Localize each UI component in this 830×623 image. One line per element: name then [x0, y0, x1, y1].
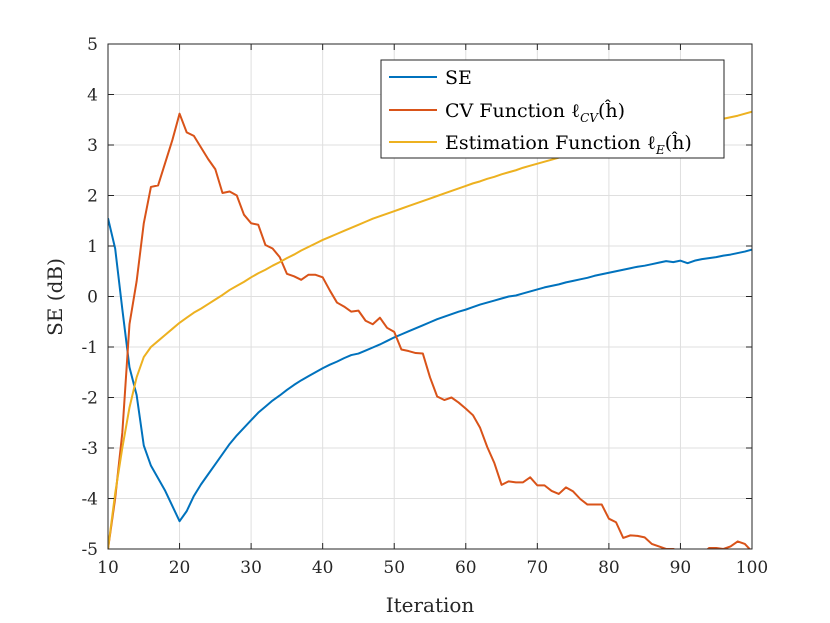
x-axis-label: Iteration: [386, 593, 475, 617]
x-tick-label: 80: [598, 558, 620, 578]
legend-label-est: Estimation Function ℓE(ĥ): [445, 131, 692, 157]
y-tick-label: 3: [87, 136, 98, 156]
x-tick-label: 50: [383, 558, 405, 578]
y-tick-label: 1: [87, 237, 98, 257]
x-tick-label: 10: [97, 558, 119, 578]
legend-box: [380, 59, 725, 159]
y-tick-label: -1: [81, 338, 98, 358]
legend-label-est-arg: (ĥ): [665, 131, 692, 154]
legend: SE CV Function ℓCV(ĥ) Estimation Functio…: [380, 59, 725, 159]
legend-label-cv-arg: (ĥ): [598, 99, 625, 122]
series-line-se: [108, 217, 752, 523]
x-tick-label: 70: [527, 558, 549, 578]
y-tick-label: -5: [81, 540, 98, 560]
x-tick-label: 20: [169, 558, 191, 578]
x-tick-label: 60: [455, 558, 477, 578]
y-axis-label: SE (dB): [43, 258, 67, 336]
legend-label-est-text: Estimation Function ℓ: [445, 132, 656, 154]
legend-label-cv: CV Function ℓCV(ĥ): [445, 99, 625, 125]
legend-label-cv-sub: CV: [580, 111, 599, 125]
y-tick-label: -2: [81, 389, 98, 409]
y-tick-label: 2: [87, 187, 98, 207]
x-tick-label: 40: [312, 558, 334, 578]
series-line-cv-function: [108, 112, 751, 549]
x-tick-label: 100: [736, 558, 768, 578]
legend-label-cv-text: CV Function ℓ: [445, 100, 580, 122]
y-tick-label: 4: [87, 86, 98, 106]
x-tick-label: 30: [240, 558, 262, 578]
y-tick-label: -4: [81, 490, 98, 510]
legend-label-se: SE: [445, 67, 472, 89]
x-tick-label: 90: [670, 558, 692, 578]
legend-label-est-sub: E: [655, 143, 665, 157]
axis-ticks: [107, 43, 753, 550]
x-tick-labels: 10 20 30 40 50 60 70 80 90 100: [97, 558, 768, 578]
y-tick-label: 5: [87, 35, 98, 55]
y-tick-label: 0: [87, 288, 98, 308]
y-tick-label: -3: [81, 439, 98, 459]
y-tick-labels: -5 -4 -3 -2 -1 0 1 2 3 4 5: [81, 35, 98, 560]
